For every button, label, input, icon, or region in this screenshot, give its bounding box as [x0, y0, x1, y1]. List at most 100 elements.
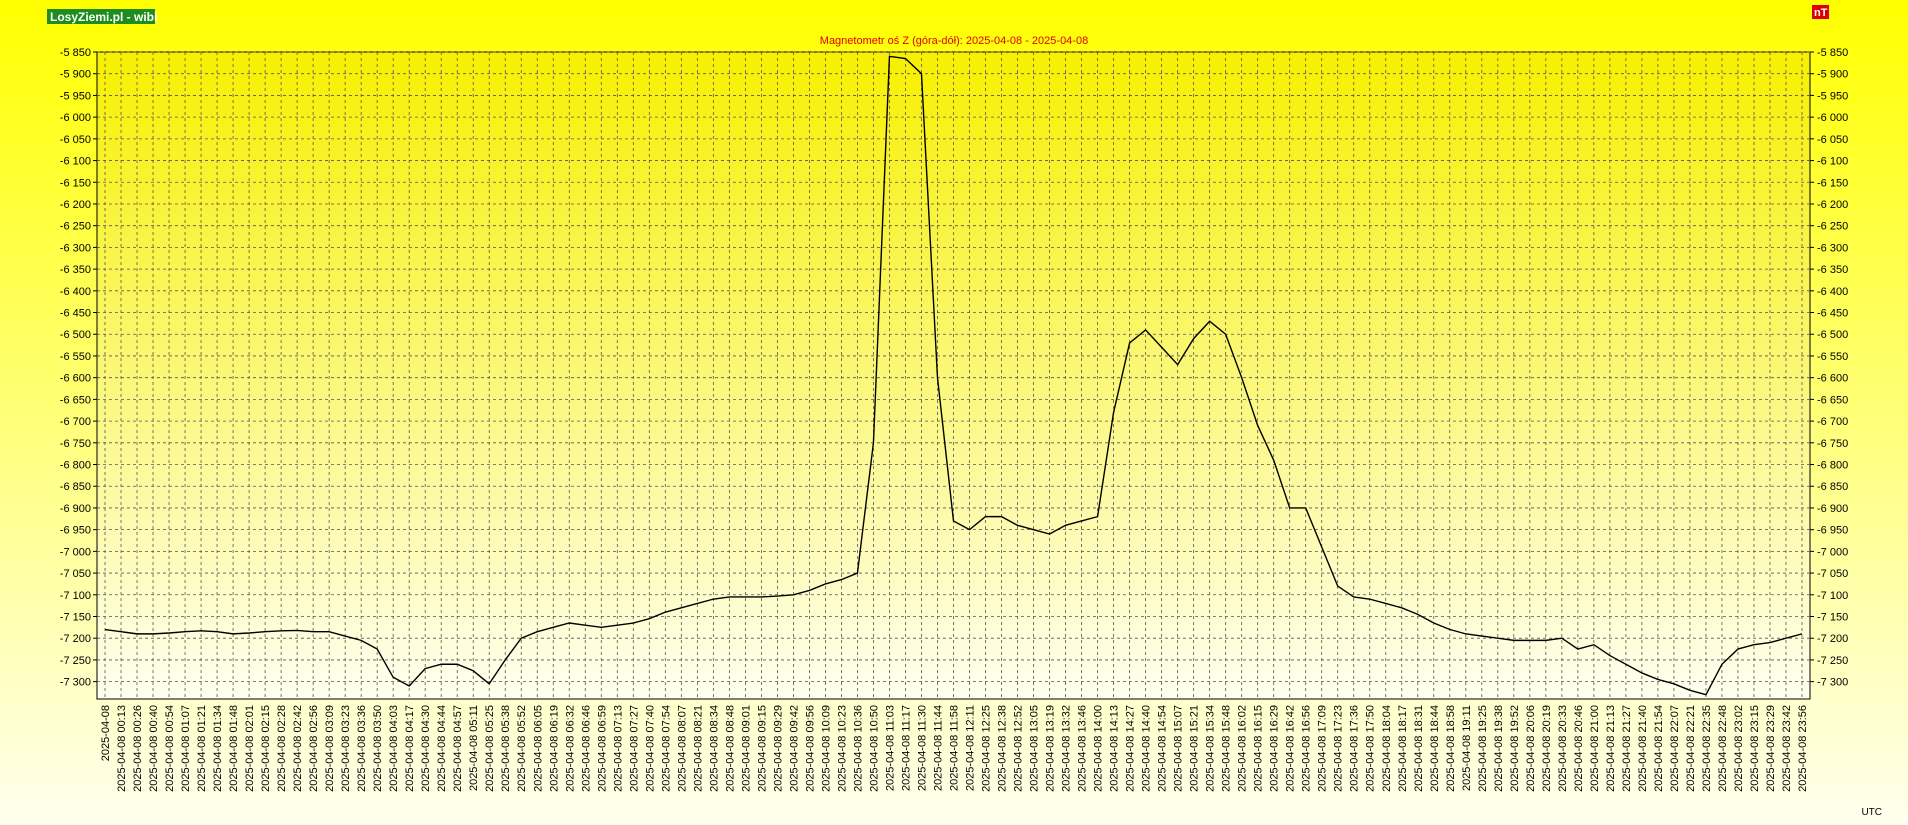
x-unit: UTC	[1861, 807, 1882, 818]
x-tick-label: 2025-04-08 06:05	[532, 705, 544, 792]
y-tick-label: -7 150	[60, 611, 91, 623]
y2-tick-label: -7 150	[1817, 611, 1848, 623]
x-tick-label: 2025-04-08 02:01	[244, 705, 256, 792]
x-tick-label: 2025-04-08 04:44	[436, 705, 448, 792]
x-tick-label: 2025-04-08 08:34	[708, 705, 720, 792]
x-tick-label: 2025-04-08 05:38	[500, 705, 512, 792]
x-tick-label: 2025-04-08 23:29	[1765, 705, 1777, 792]
y2-tick-label: -5 900	[1817, 69, 1848, 81]
x-tick-label: 2025-04-08 22:35	[1701, 705, 1713, 792]
x-tick-label: 2025-04-08 20:46	[1573, 705, 1585, 792]
x-tick-label: 2025-04-08 04:57	[452, 705, 464, 792]
y2-tick-label: -6 150	[1817, 177, 1848, 189]
y2-tick-label: -5 950	[1817, 90, 1848, 102]
x-tick-label: 2025-04-08 11:30	[916, 705, 928, 791]
x-tick-label: 2025-04-08 01:34	[212, 705, 224, 792]
x-tick-label: 2025-04-08 00:40	[148, 705, 160, 792]
x-tick-label: 2025-04-08 00:13	[116, 705, 128, 792]
y2-tick-label: -6 900	[1817, 503, 1848, 515]
x-tick-label: 2025-04-08 03:50	[372, 705, 384, 792]
y2-tick-label: -6 550	[1817, 351, 1848, 363]
x-tick-label: 2025-04-08 19:52	[1509, 705, 1521, 792]
y2-tick-label: -7 100	[1817, 590, 1848, 602]
y2-tick-label: -6 600	[1817, 373, 1848, 385]
y-tick-label: -5 850	[60, 47, 91, 59]
x-tick-label: 2025-04-08 15:21	[1189, 705, 1201, 792]
x-tick-label: 2025-04-08 21:13	[1605, 705, 1617, 792]
y2-tick-label: -5 850	[1817, 47, 1848, 59]
x-tick-label: 2025-04-08 00:26	[132, 705, 144, 792]
y2-tick-label: -6 250	[1817, 221, 1848, 233]
x-tick-label: 2025-04-08 16:02	[1237, 705, 1249, 792]
x-tick-label: 2025-04-08 09:01	[740, 705, 752, 792]
x-tick-label: 2025-04-08 19:38	[1493, 705, 1505, 792]
chart-title: Magnetometr oś Z (góra-dół): 2025-04-08 …	[820, 35, 1088, 47]
data-line	[104, 55, 1803, 696]
y-tick-label: -6 300	[60, 242, 91, 254]
x-tick-label: 2025-04-08 02:56	[308, 705, 320, 792]
x-tick-label: 2025-04-08 05:25	[484, 705, 496, 792]
y2-tick-label: -6 700	[1817, 416, 1848, 428]
y-tick-label: -6 500	[60, 329, 91, 341]
x-tick-label: 2025-04-08 12:52	[1013, 705, 1025, 792]
x-tick-label: 2025-04-08 03:09	[324, 705, 336, 792]
y2-tick-label: -6 350	[1817, 264, 1848, 276]
y2-tick-label: -7 050	[1817, 568, 1848, 580]
x-tick-label: 2025-04-08 18:04	[1381, 705, 1393, 792]
x-tick-label: 2025-04-08 17:36	[1349, 705, 1361, 792]
x-tick-label: 2025-04-08 14:27	[1125, 705, 1137, 792]
y-tick-label: -6 400	[60, 286, 91, 298]
y-tick-label: -7 300	[60, 677, 91, 689]
x-tick-label: 2025-04-08 04:03	[388, 705, 400, 792]
x-tick-label: 2025-04-08 09:15	[756, 705, 768, 792]
x-tick-label: 2025-04-08 06:59	[596, 705, 608, 792]
y-tick-label: -6 750	[60, 438, 91, 450]
y-tick-label: -6 550	[60, 351, 91, 363]
x-tick-label: 2025-04-08 17:50	[1365, 705, 1377, 792]
x-tick-label: 2025-04-08 18:58	[1445, 705, 1457, 792]
x-tick-label: 2025-04-08 04:17	[404, 705, 416, 792]
y-tick-label: -6 150	[60, 177, 91, 189]
x-tick-label: 2025-04-08 11:44	[932, 705, 944, 791]
x-tick-label: 2025-04-08 01:48	[228, 705, 240, 792]
x-tick-label: 2025-04-08 17:23	[1333, 705, 1345, 792]
x-tick-label: 2025-04-08 13:05	[1029, 705, 1041, 792]
x-tick-label: 2025-04-08 23:02	[1733, 705, 1745, 792]
x-tick-label: 2025-04-08 07:54	[660, 705, 672, 792]
x-tick-label: 2025-04-08 15:48	[1221, 705, 1233, 792]
x-tick-label: 2025-04-08 06:46	[580, 705, 592, 792]
x-tick-label: 2025-04-08 22:21	[1685, 705, 1697, 792]
x-tick-label: 2025-04-08 11:17	[900, 705, 912, 791]
y-tick-label: -7 000	[60, 546, 91, 558]
y-tick-label: -7 250	[60, 655, 91, 667]
x-tick-label: 2025-04-08 02:42	[292, 705, 304, 792]
y-tick-label: -6 350	[60, 264, 91, 276]
x-tick-label: 2025-04-08 03:36	[356, 705, 368, 792]
x-tick-label: 2025-04-08 16:56	[1301, 705, 1313, 792]
y2-tick-label: -6 400	[1817, 286, 1848, 298]
x-tick-label: 2025-04-08 21:00	[1589, 705, 1601, 792]
x-tick-label: 2025-04-08 11:03	[884, 705, 896, 791]
y-tick-label: -6 250	[60, 221, 91, 233]
y2-tick-label: -7 200	[1817, 633, 1848, 645]
x-tick-label: 2025-04-08 18:31	[1413, 705, 1425, 792]
x-tick-label: 2025-04-08 21:27	[1621, 705, 1633, 792]
x-tick-label: 2025-04-08	[100, 705, 112, 761]
y2-tick-label: -6 500	[1817, 329, 1848, 341]
x-tick-label: 2025-04-08 13:46	[1077, 705, 1089, 792]
y2-tick-label: -6 050	[1817, 134, 1848, 146]
y2-tick-label: -7 300	[1817, 677, 1848, 689]
x-tick-label: 2025-04-08 22:07	[1669, 705, 1681, 792]
y-tick-label: -6 800	[60, 460, 91, 472]
y2-tick-label: -6 000	[1817, 112, 1848, 124]
x-tick-label: 2025-04-08 01:07	[180, 705, 192, 792]
y-tick-label: -6 950	[60, 525, 91, 537]
x-tick-label: 2025-04-08 23:42	[1781, 705, 1793, 792]
unit-bg	[1812, 5, 1829, 19]
x-tick-label: 2025-04-08 13:19	[1045, 705, 1057, 792]
x-tick-label: 2025-04-08 06:32	[564, 705, 576, 792]
x-tick-label: 2025-04-08 19:11	[1461, 705, 1473, 791]
x-tick-label: 2025-04-08 14:13	[1109, 705, 1121, 792]
y-tick-label: -6 900	[60, 503, 91, 515]
